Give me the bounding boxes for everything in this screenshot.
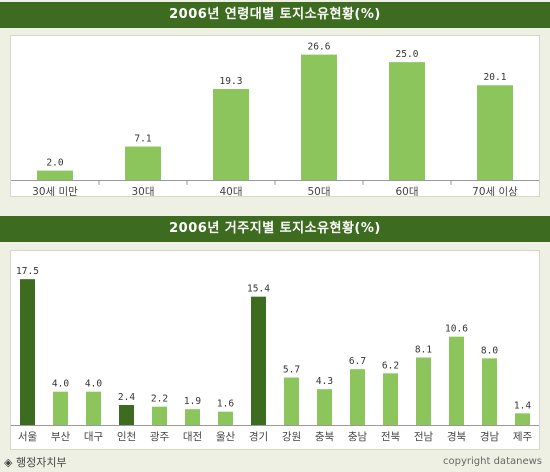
bar-2 <box>125 146 161 180</box>
bar-10 <box>317 389 332 425</box>
region-bar-chart: 17.5 서울 4.0 부산 4.0 대구 2.4 인천 2.2 광주 1.9 대전 1.6 울산 15.4… <box>11 266 539 443</box>
value-label-9: 5.7 <box>283 365 300 376</box>
category-label-9: 강원 <box>282 431 301 443</box>
category-label-5: 60대 <box>395 186 418 196</box>
bar-9 <box>284 377 299 425</box>
bar-5 <box>389 62 425 181</box>
value-label-7: 1.6 <box>217 399 234 410</box>
value-label-12: 6.2 <box>382 360 399 371</box>
category-label-1: 30세 미만 <box>32 186 78 196</box>
value-label-16: 1.4 <box>514 400 531 411</box>
bar-4 <box>301 54 337 180</box>
value-label-13: 8.1 <box>415 345 432 356</box>
bar-3 <box>213 89 249 180</box>
bar-7 <box>218 411 233 425</box>
category-label-4: 인천 <box>117 431 136 443</box>
source-label: ◈ 행정자치부 <box>4 456 67 469</box>
chart1-panel: 2.0 30세 미만 7.1 30대 19.3 40대 26.6 50대 25.0 60대 20.1… <box>10 35 540 197</box>
bar-5 <box>152 406 167 425</box>
bar-4 <box>119 405 134 425</box>
value-label-1: 2.0 <box>46 158 63 169</box>
bar-13 <box>416 357 431 425</box>
category-label-6: 대전 <box>183 431 202 443</box>
value-label-6: 1.9 <box>184 396 201 407</box>
category-label-14: 경북 <box>447 430 467 443</box>
bar-15 <box>482 358 497 425</box>
category-label-15: 경남 <box>480 430 500 443</box>
value-label-1: 17.5 <box>16 266 39 277</box>
bar-12 <box>383 373 398 425</box>
bar-2 <box>53 391 68 425</box>
value-label-2: 7.1 <box>134 134 151 145</box>
category-label-2: 30대 <box>131 186 154 196</box>
bar-1 <box>37 170 73 180</box>
bar-16 <box>515 413 530 425</box>
category-label-3: 대구 <box>84 431 104 443</box>
category-label-13: 전남 <box>414 431 434 443</box>
value-label-3: 19.3 <box>220 76 243 87</box>
category-label-4: 50대 <box>307 186 330 196</box>
value-label-11: 6.7 <box>349 356 366 367</box>
chart2-title: 2006년 거주지별 토지소유현황(%) <box>0 216 550 242</box>
value-label-5: 2.2 <box>151 394 168 405</box>
bar-1 <box>20 279 35 425</box>
value-label-2: 4.0 <box>52 379 69 390</box>
category-label-6: 70세 이상 <box>472 186 518 196</box>
category-label-5: 광주 <box>150 431 170 443</box>
bar-3 <box>86 391 101 425</box>
value-label-6: 20.1 <box>484 72 507 83</box>
value-label-14: 10.6 <box>445 324 468 335</box>
bar-11 <box>350 369 365 425</box>
category-label-8: 경기 <box>249 430 268 443</box>
value-label-3: 4.0 <box>85 379 102 390</box>
value-label-4: 26.6 <box>308 42 331 53</box>
value-label-8: 15.4 <box>247 284 270 295</box>
category-label-3: 40대 <box>219 186 242 196</box>
value-label-15: 8.0 <box>481 345 498 356</box>
category-label-12: 전북 <box>381 431 401 443</box>
age-bar-chart: 2.0 30세 미만 7.1 30대 19.3 40대 26.6 50대 25.0 60대 20.1… <box>11 42 539 196</box>
category-label-16: 제주 <box>513 431 533 443</box>
bar-14 <box>449 336 464 425</box>
copyright-label: copyright datanews <box>443 456 542 467</box>
value-label-4: 2.4 <box>118 392 135 403</box>
bar-8 <box>251 296 266 425</box>
category-label-10: 충북 <box>315 431 335 443</box>
category-label-11: 충남 <box>348 431 368 443</box>
category-label-7: 울산 <box>216 431 236 443</box>
bar-6 <box>477 85 513 180</box>
chart2-panel: 17.5 서울 4.0 부산 4.0 대구 2.4 인천 2.2 광주 1.9 대전 1.6 울산 15.4… <box>10 250 540 450</box>
value-label-10: 4.3 <box>316 376 333 387</box>
chart1-title: 2006년 연령대별 토지소유현황(%) <box>0 2 550 28</box>
value-label-5: 25.0 <box>396 49 419 60</box>
bar-6 <box>185 409 200 425</box>
category-label-1: 서울 <box>18 431 38 443</box>
category-label-2: 부산 <box>51 431 71 443</box>
